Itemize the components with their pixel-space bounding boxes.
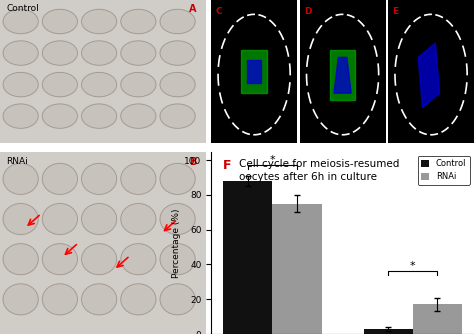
- Circle shape: [82, 9, 117, 34]
- Circle shape: [3, 104, 38, 128]
- Circle shape: [160, 41, 195, 65]
- Circle shape: [82, 203, 117, 234]
- Text: E: E: [392, 7, 399, 16]
- Circle shape: [121, 41, 156, 65]
- Circle shape: [82, 41, 117, 65]
- Polygon shape: [334, 57, 351, 93]
- Text: C: C: [216, 7, 222, 16]
- Circle shape: [3, 284, 38, 315]
- Circle shape: [42, 104, 77, 128]
- Circle shape: [42, 244, 77, 275]
- Circle shape: [121, 104, 156, 128]
- Text: D: D: [304, 7, 311, 16]
- Circle shape: [121, 163, 156, 194]
- Circle shape: [3, 163, 38, 194]
- Circle shape: [42, 9, 77, 34]
- Polygon shape: [247, 60, 261, 83]
- Polygon shape: [418, 43, 440, 108]
- Circle shape: [82, 163, 117, 194]
- Circle shape: [3, 9, 38, 34]
- Circle shape: [121, 203, 156, 234]
- Circle shape: [42, 41, 77, 65]
- Text: RNAi: RNAi: [6, 157, 28, 166]
- Circle shape: [160, 163, 195, 194]
- Circle shape: [121, 9, 156, 34]
- Circle shape: [121, 284, 156, 315]
- Circle shape: [160, 9, 195, 34]
- Circle shape: [82, 72, 117, 97]
- Text: *: *: [410, 261, 416, 271]
- Circle shape: [42, 72, 77, 97]
- Text: Cell cycle for meiosis-resumed
oocytes after 6h in culture: Cell cycle for meiosis-resumed oocytes a…: [239, 159, 400, 182]
- Y-axis label: Percentage (%): Percentage (%): [173, 208, 182, 278]
- Circle shape: [82, 284, 117, 315]
- Bar: [223, 181, 273, 334]
- Text: A: A: [189, 4, 196, 14]
- Circle shape: [42, 203, 77, 234]
- Circle shape: [42, 163, 77, 194]
- Text: Control: Control: [6, 4, 39, 13]
- Bar: [273, 204, 321, 334]
- Legend: Control, RNAi: Control, RNAi: [418, 156, 470, 184]
- Circle shape: [3, 72, 38, 97]
- Polygon shape: [241, 50, 267, 93]
- Circle shape: [160, 104, 195, 128]
- Circle shape: [3, 244, 38, 275]
- Circle shape: [82, 244, 117, 275]
- Circle shape: [121, 244, 156, 275]
- Circle shape: [42, 284, 77, 315]
- Text: B: B: [189, 157, 196, 167]
- Circle shape: [160, 72, 195, 97]
- Circle shape: [121, 72, 156, 97]
- Circle shape: [160, 203, 195, 234]
- Bar: [364, 329, 413, 334]
- Bar: [413, 305, 462, 334]
- Circle shape: [160, 244, 195, 275]
- Circle shape: [160, 284, 195, 315]
- Circle shape: [82, 104, 117, 128]
- Circle shape: [3, 203, 38, 234]
- Text: F: F: [223, 159, 231, 172]
- Polygon shape: [330, 50, 356, 100]
- Text: *: *: [270, 155, 275, 165]
- Circle shape: [3, 41, 38, 65]
